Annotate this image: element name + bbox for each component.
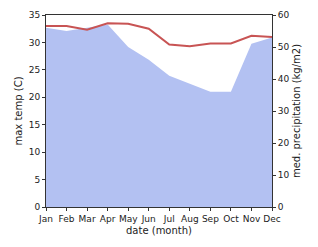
svg-text:5: 5 (34, 175, 40, 185)
svg-text:Feb: Feb (59, 214, 75, 224)
svg-text:50: 50 (278, 42, 290, 52)
svg-text:0: 0 (278, 202, 284, 212)
svg-text:Oct: Oct (223, 214, 239, 224)
svg-text:Aug: Aug (181, 214, 199, 224)
svg-text:May: May (119, 214, 138, 224)
svg-text:30: 30 (29, 38, 41, 48)
svg-text:date (month): date (month) (126, 225, 192, 236)
svg-text:Dec: Dec (263, 214, 280, 224)
svg-text:Sep: Sep (202, 214, 219, 224)
svg-text:0: 0 (34, 202, 40, 212)
svg-text:20: 20 (29, 92, 41, 102)
svg-text:40: 40 (278, 74, 290, 84)
svg-text:10: 10 (278, 170, 290, 180)
svg-text:Apr: Apr (100, 214, 116, 224)
svg-text:35: 35 (29, 10, 40, 20)
svg-text:Jan: Jan (38, 214, 53, 224)
svg-text:15: 15 (29, 120, 40, 130)
svg-text:10: 10 (29, 147, 41, 157)
svg-text:Mar: Mar (79, 214, 96, 224)
svg-text:Jun: Jun (141, 214, 156, 224)
svg-text:Jul: Jul (163, 214, 175, 224)
svg-text:Nov: Nov (243, 214, 261, 224)
svg-text:20: 20 (278, 138, 290, 148)
svg-text:med. precipitation (kg/m2): med. precipitation (kg/m2) (291, 44, 302, 178)
svg-text:25: 25 (29, 65, 40, 75)
svg-text:30: 30 (278, 106, 290, 116)
svg-text:max temp (C): max temp (C) (13, 76, 24, 145)
svg-text:60: 60 (278, 10, 290, 20)
